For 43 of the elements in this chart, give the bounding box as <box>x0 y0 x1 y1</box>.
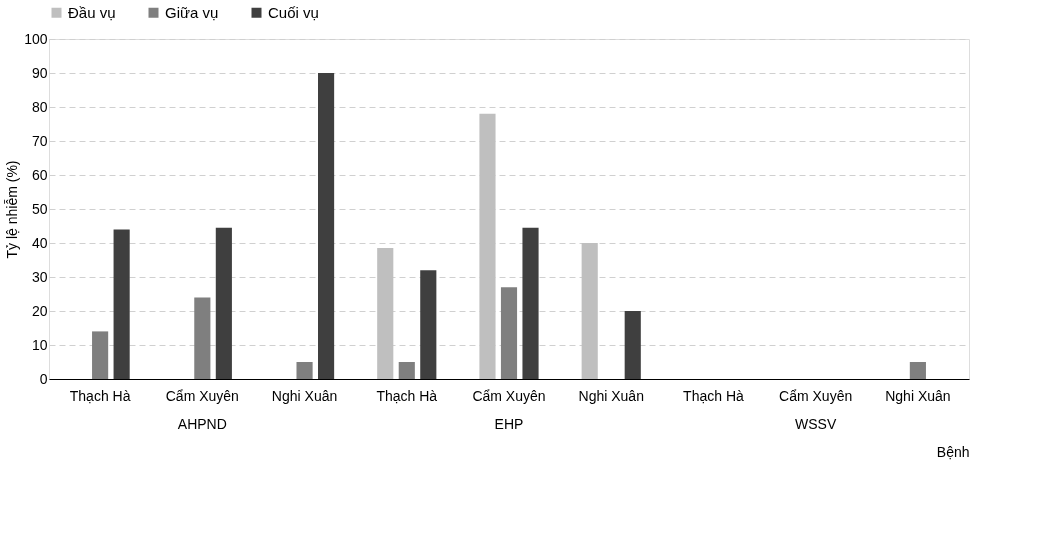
y-tick-label: 100 <box>24 30 48 47</box>
y-tick-label: 90 <box>31 64 48 81</box>
y-axis-title: Tỷ lệ nhiễm (%) <box>4 160 21 259</box>
bar <box>624 311 641 379</box>
legend-label: Đầu vụ <box>68 3 116 21</box>
x-tick-label: Nghi Xuân <box>885 387 951 404</box>
x-tick-label: Thạch Hà <box>69 387 131 404</box>
bar <box>909 362 926 379</box>
y-tick-label: 70 <box>31 132 48 149</box>
x-tick-label: Thạch Hà <box>376 387 438 404</box>
y-tick-label: 80 <box>31 98 48 115</box>
y-tick-label: 10 <box>31 336 48 353</box>
bar <box>522 227 539 379</box>
bar <box>296 362 313 379</box>
bar <box>398 362 415 379</box>
x-tick-label: Thạch Hà <box>683 387 744 404</box>
bar <box>377 248 394 379</box>
y-tick-label: 0 <box>39 370 48 387</box>
text: EHP <box>494 416 524 432</box>
y-tick-label: 60 <box>31 166 48 183</box>
bar <box>479 113 496 379</box>
legend-label: Giữa vụ <box>165 3 219 21</box>
bar <box>113 229 130 379</box>
x-tick-label: Cẩm Xuyên <box>779 387 853 404</box>
bar <box>92 331 109 379</box>
x-tick-label: Nghi Xuân <box>271 387 338 404</box>
bar <box>318 73 335 379</box>
text: WSSV <box>795 416 837 432</box>
x-tick-label: Nghi Xuân <box>578 387 644 404</box>
bar <box>215 227 232 379</box>
bar <box>500 287 518 379</box>
y-tick-label: 40 <box>31 234 48 251</box>
text: AHPND <box>177 416 227 432</box>
legend-label: Cuối vụ <box>268 3 319 21</box>
y-tick-label: 50 <box>31 200 48 217</box>
x-tick-label: Cẩm Xuyên <box>165 387 239 404</box>
y-tick-label: 30 <box>31 268 48 285</box>
bar <box>581 243 598 379</box>
y-tick-label: 20 <box>31 302 48 319</box>
bar <box>194 297 211 379</box>
bar <box>420 270 437 379</box>
x-tick-label: Cẩm Xuyên <box>472 387 546 404</box>
x-axis-title: Bệnh <box>936 443 970 460</box>
